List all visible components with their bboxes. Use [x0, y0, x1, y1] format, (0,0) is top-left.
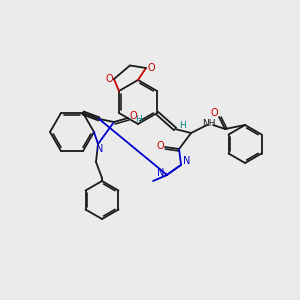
Text: H: H [179, 121, 185, 130]
Text: O: O [156, 141, 164, 151]
Text: H: H [135, 116, 141, 124]
Text: NH: NH [202, 119, 216, 128]
Text: N: N [183, 156, 191, 166]
Text: O: O [105, 74, 113, 84]
Text: O: O [147, 63, 155, 73]
Text: N: N [96, 144, 104, 154]
Text: O: O [210, 108, 218, 118]
Text: N: N [158, 168, 165, 178]
Text: O: O [129, 111, 137, 121]
